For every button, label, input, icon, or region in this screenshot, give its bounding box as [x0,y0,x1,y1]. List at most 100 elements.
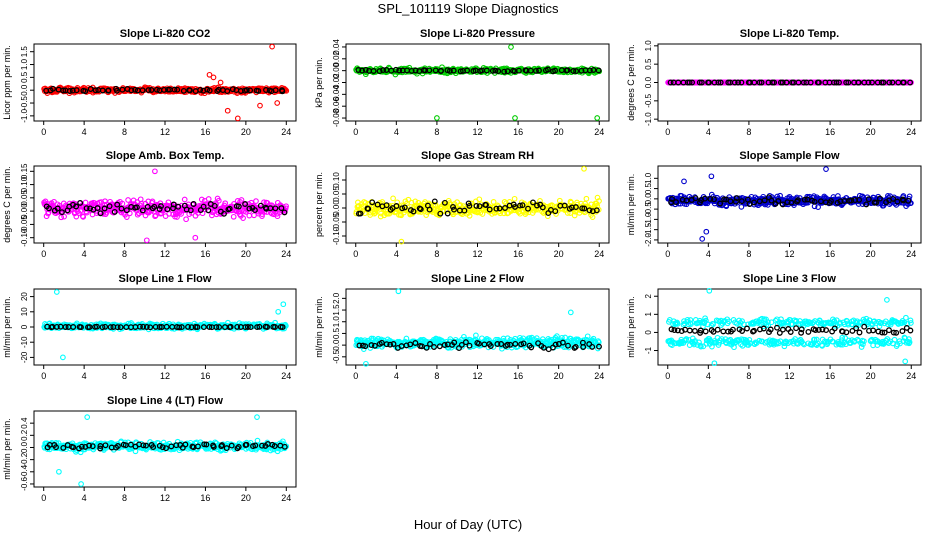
data-point [739,328,746,334]
data-point [198,196,205,203]
y-tick-label: 0.10 [20,176,29,192]
data-point [86,324,93,331]
data-point [405,196,412,203]
data-point [229,86,236,93]
data-point [870,327,877,334]
x-tick-label: 20 [554,249,564,259]
data-point [837,198,844,205]
data-point [875,328,882,335]
x-tick-label: 0 [353,249,358,259]
plot-frame [345,288,610,366]
data-point [848,197,855,204]
data-point [161,202,168,209]
y-tick-label: 1.0 [644,172,653,184]
data-point [486,206,493,213]
data-point [136,210,142,217]
data-point [98,199,105,205]
x-tick-label: 0 [353,371,358,381]
data-point [570,68,577,74]
data-point [118,205,125,212]
data-point-outlier [53,289,60,295]
data-point-outlier [703,228,710,235]
data-point [60,87,67,94]
data-point [211,202,218,209]
data-point [544,66,551,73]
y-tick-label: -0.2 [20,452,29,466]
x-tick-label: 8 [122,127,127,137]
y-tick-label: 10 [20,307,29,316]
data-point [873,199,880,206]
data-point [394,199,401,206]
data-point [426,206,433,213]
y-tick-label: 0.2 [20,429,29,441]
data-point [758,79,765,86]
y-axis-label: ml/min per min. [626,296,636,358]
x-tick-label: 20 [241,127,251,137]
data-point [134,211,141,218]
data-point [128,87,135,94]
data-point [874,79,881,86]
data-point [247,87,254,94]
data-point-outlier [398,238,405,245]
data-point [540,344,547,351]
data-point-outlier [567,309,574,316]
data-point [143,324,150,330]
data-point [359,67,366,74]
data-point [423,344,430,351]
data-point [798,326,805,333]
data-point [476,196,483,203]
data-point [153,86,160,93]
data-point [795,79,802,86]
y-axis-label: degrees C per min. [626,44,636,121]
data-point [401,204,408,211]
data-point [853,325,860,332]
data-point [114,324,121,331]
data-point [221,210,227,217]
data-point [181,196,188,203]
x-tick-label: 24 [281,371,291,381]
data-point [461,207,468,214]
data-point [483,67,490,74]
data-point [197,207,204,213]
data-point [163,323,170,330]
data-point [170,205,176,212]
y-tick-label: 0.5 [644,182,653,194]
y-tick-label: 0.15 [20,163,29,179]
data-point [812,327,819,334]
data-point [372,209,379,216]
data-point [407,341,414,348]
x-tick-label: 20 [241,249,251,259]
data-point [200,324,207,331]
panel-title: Slope Gas Stream RH [421,150,534,162]
data-point [222,200,229,207]
x-tick-label: 12 [472,249,482,259]
plot-frame [345,43,610,122]
x-tick-label: 0 [41,127,46,137]
data-point [227,323,234,330]
data-point [788,199,795,206]
data-point [561,202,568,209]
x-tick-label: 8 [746,371,751,381]
data-point [87,205,94,212]
data-point [390,341,397,347]
data-point-outlier [594,115,601,121]
x-tick-label: 24 [594,127,604,137]
data-point [362,66,369,73]
y-axis-label: Licor ppm per min. [2,45,12,120]
x-tick-label: 24 [281,249,291,259]
data-point [890,329,897,336]
y-tick-label: -0.02 [332,73,341,92]
data-point [205,207,212,214]
data-point [102,323,109,330]
series-1 [44,323,286,331]
data-point [528,344,535,351]
data-point [880,79,887,86]
x-tick-label: 0 [665,127,670,137]
y-tick-label: -0.05 [332,212,341,231]
data-point [190,201,197,207]
data-point [377,213,384,220]
data-point [437,210,444,217]
